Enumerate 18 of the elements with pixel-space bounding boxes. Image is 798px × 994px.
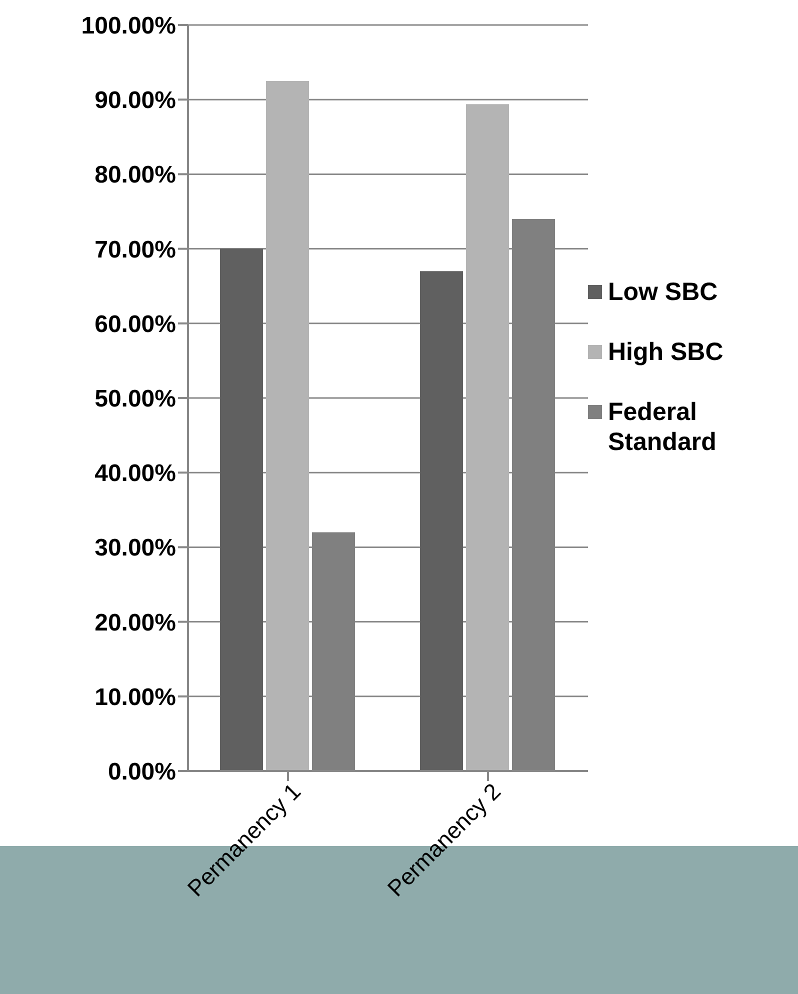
bar bbox=[420, 271, 463, 771]
y-tick-label: 50.00% bbox=[94, 386, 176, 413]
legend-label: Federal Standard bbox=[608, 397, 718, 457]
bar bbox=[266, 80, 309, 771]
y-tick-label: 10.00% bbox=[94, 684, 176, 711]
y-tick-label: 100.00% bbox=[81, 12, 176, 40]
y-tick-label: 20.00% bbox=[94, 609, 176, 636]
bar bbox=[220, 248, 263, 771]
y-tick-label: 90.00% bbox=[94, 87, 176, 114]
y-tick-label: 70.00% bbox=[94, 236, 176, 264]
bar bbox=[466, 104, 509, 771]
legend-label: High SBC bbox=[608, 337, 724, 367]
y-tick-label: 0.00% bbox=[108, 758, 176, 786]
legend-label: Low SBC bbox=[608, 277, 718, 307]
y-tick-label: 80.00% bbox=[94, 162, 176, 189]
y-tick-label: 30.00% bbox=[94, 534, 176, 562]
y-tick-label: 40.00% bbox=[94, 460, 176, 488]
y-tick-label: 60.00% bbox=[94, 310, 176, 338]
